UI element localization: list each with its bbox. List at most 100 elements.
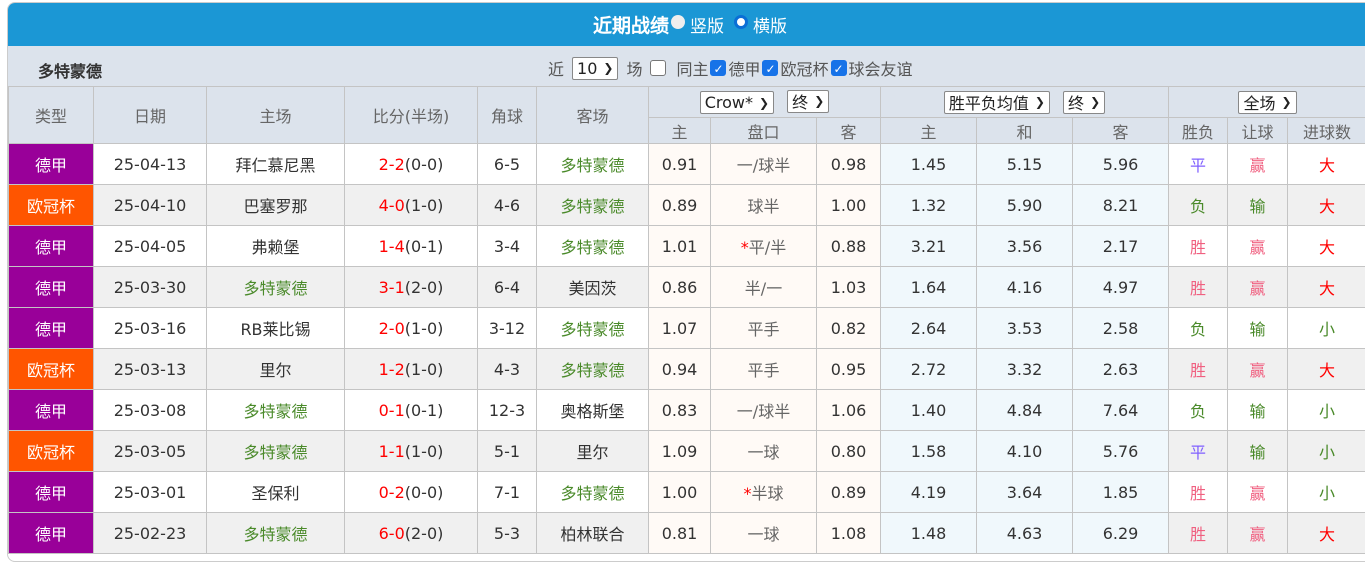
col-type: 类型: [8, 86, 94, 144]
chevron-down-icon: ❯: [759, 95, 770, 110]
league-badge: 德甲: [8, 307, 94, 349]
away-team[interactable]: 柏林联合: [536, 512, 649, 554]
score[interactable]: 4-0(1-0): [344, 184, 478, 226]
avg-away-odds: 2.17: [1072, 225, 1169, 267]
result-handicap: 赢: [1227, 225, 1288, 267]
away-team[interactable]: 多特蒙德: [536, 348, 649, 390]
handicap-home-odds: 1.07: [648, 307, 711, 349]
score[interactable]: 2-2(0-0): [344, 143, 478, 185]
handicap-line: 一球: [710, 512, 817, 554]
result-handicap: 赢: [1227, 266, 1288, 308]
away-team[interactable]: 里尔: [536, 430, 649, 472]
home-team[interactable]: 拜仁慕尼黑: [206, 143, 345, 185]
result-wdl: 胜: [1168, 471, 1228, 513]
checkbox-0[interactable]: [650, 60, 667, 76]
option-horizontal-label[interactable]: 横版: [753, 17, 787, 37]
result-goals: 小: [1287, 471, 1365, 513]
checkbox-2[interactable]: ✓: [762, 60, 779, 76]
avg-away-odds: 6.29: [1072, 512, 1169, 554]
away-team[interactable]: 多特蒙德: [536, 184, 649, 226]
subcol-header: 进球数: [1287, 117, 1365, 144]
score[interactable]: 1-1(1-0): [344, 430, 478, 472]
score[interactable]: 2-0(1-0): [344, 307, 478, 349]
handicap-value: 平/半: [748, 238, 787, 257]
match-table: 类型 日期 主场 比分(半场) 角球 客场 Crow* ❯ 终 ❯ 胜平负均值 ❯ 终…: [8, 86, 1365, 554]
result-wdl: 平: [1168, 143, 1228, 185]
table-row[interactable]: 欧冠杯 25-03-13 里尔 1-2(1-0) 4-3 多特蒙德 0.94 平手 0.95 2.…: [8, 348, 1365, 390]
score[interactable]: 0-2(0-0): [344, 471, 478, 513]
half-time-score: (1-0): [404, 359, 444, 379]
col-away: 客场: [536, 86, 649, 144]
avg-away-odds: 2.63: [1072, 348, 1169, 390]
league-badge: 德甲: [8, 389, 94, 431]
corners: 4-3: [477, 348, 537, 390]
home-team[interactable]: 圣保利: [206, 471, 345, 513]
match-count-select[interactable]: 10 ❯: [572, 56, 619, 80]
away-team[interactable]: 奥格斯堡: [536, 389, 649, 431]
table-row[interactable]: 德甲 25-03-16 RB莱比锡 2-0(1-0) 3-12 多特蒙德 1.07 平手 0.8…: [8, 307, 1365, 349]
avg-home-odds: 2.64: [880, 307, 977, 349]
handicap-value: 球半: [747, 197, 780, 216]
handicap-home-odds: 1.00: [648, 471, 711, 513]
table-row[interactable]: 德甲 25-02-23 多特蒙德 6-0(2-0) 5-3 柏林联合 0.81 一球 1.08 1…: [8, 512, 1365, 554]
handicap-home-odds: 0.89: [648, 184, 711, 226]
handicap-value: 一/球半: [736, 156, 791, 175]
avg-draw-odds: 3.53: [976, 307, 1073, 349]
home-team[interactable]: 多特蒙德: [206, 512, 345, 554]
col-score: 比分(半场): [344, 86, 478, 144]
avg-home-odds: 1.48: [880, 512, 977, 554]
table-row[interactable]: 德甲 25-04-05 弗赖堡 1-4(0-1) 3-4 多特蒙德 1.01 *平/半 0.88…: [8, 225, 1365, 267]
league-badge: 欧冠杯: [8, 430, 94, 472]
avg-stage-select[interactable]: 终 ❯: [1063, 90, 1106, 114]
score[interactable]: 1-2(1-0): [344, 348, 478, 390]
home-team[interactable]: 多特蒙德: [206, 389, 345, 431]
radio-horizontal[interactable]: [734, 14, 748, 29]
home-team[interactable]: 里尔: [206, 348, 345, 390]
corners: 6-5: [477, 143, 537, 185]
checkbox-3[interactable]: ✓: [830, 60, 847, 76]
handicap-mark: *: [743, 484, 752, 503]
radio-vertical[interactable]: [671, 14, 685, 29]
full-time-score: 1-1: [378, 441, 405, 461]
home-team[interactable]: 弗赖堡: [206, 225, 345, 267]
away-team[interactable]: 多特蒙德: [536, 143, 649, 185]
subcol-header: 让球: [1227, 117, 1288, 144]
option-vertical-label[interactable]: 竖版: [690, 17, 724, 37]
team-name: 多特蒙德: [38, 62, 103, 81]
handicap-stage-select[interactable]: 终 ❯: [787, 89, 830, 113]
score[interactable]: 3-1(2-0): [344, 266, 478, 308]
handicap-away-odds: 0.88: [816, 225, 881, 267]
avg-home-odds: 1.32: [880, 184, 977, 226]
table-row[interactable]: 欧冠杯 25-03-05 多特蒙德 1-1(1-0) 5-1 里尔 1.09 一球 0.80 1.…: [8, 430, 1365, 472]
checkbox-1[interactable]: ✓: [710, 60, 727, 76]
result-goals: 大: [1287, 348, 1365, 390]
score[interactable]: 6-0(2-0): [344, 512, 478, 554]
avg-select[interactable]: 胜平负均值 ❯: [943, 90, 1050, 114]
table-row[interactable]: 德甲 25-03-01 圣保利 0-2(0-0) 7-1 多特蒙德 1.00 *半球 0.89 4…: [8, 471, 1365, 513]
table-row[interactable]: 德甲 25-03-08 多特蒙德 0-1(0-1) 12-3 奥格斯堡 0.83 一/球半 1.…: [8, 389, 1365, 431]
league-badge: 德甲: [8, 143, 94, 185]
table-row[interactable]: 德甲 25-03-30 多特蒙德 3-1(2-0) 6-4 美因茨 0.86 半/一 1.03 1…: [8, 266, 1365, 308]
company-select[interactable]: Crow* ❯: [699, 91, 775, 115]
result-goals: 大: [1287, 143, 1365, 185]
home-team[interactable]: 多特蒙德: [206, 430, 345, 472]
score[interactable]: 0-1(0-1): [344, 389, 478, 431]
avg-value: 胜平负均值: [948, 94, 1029, 113]
result-goals: 大: [1287, 266, 1365, 308]
subcol-header: 主: [648, 117, 711, 144]
home-team[interactable]: 多特蒙德: [206, 266, 345, 308]
match-date: 25-03-05: [93, 430, 207, 472]
table-row[interactable]: 欧冠杯 25-04-10 巴塞罗那 4-0(1-0) 4-6 多特蒙德 0.89 球半 1.00…: [8, 184, 1365, 226]
period-select[interactable]: 全场 ❯: [1238, 90, 1297, 114]
handicap-value: 平手: [747, 320, 780, 339]
home-team[interactable]: 巴塞罗那: [206, 184, 345, 226]
table-row[interactable]: 德甲 25-04-13 拜仁慕尼黑 2-2(0-0) 6-5 多特蒙德 0.91 一/球半 0.…: [8, 143, 1365, 185]
away-team[interactable]: 多特蒙德: [536, 225, 649, 267]
handicap-line: 半/一: [710, 266, 817, 308]
away-team[interactable]: 多特蒙德: [536, 307, 649, 349]
away-team[interactable]: 美因茨: [536, 266, 649, 308]
home-team[interactable]: RB莱比锡: [206, 307, 345, 349]
result-handicap: 输: [1227, 307, 1288, 349]
score[interactable]: 1-4(0-1): [344, 225, 478, 267]
away-team[interactable]: 多特蒙德: [536, 471, 649, 513]
